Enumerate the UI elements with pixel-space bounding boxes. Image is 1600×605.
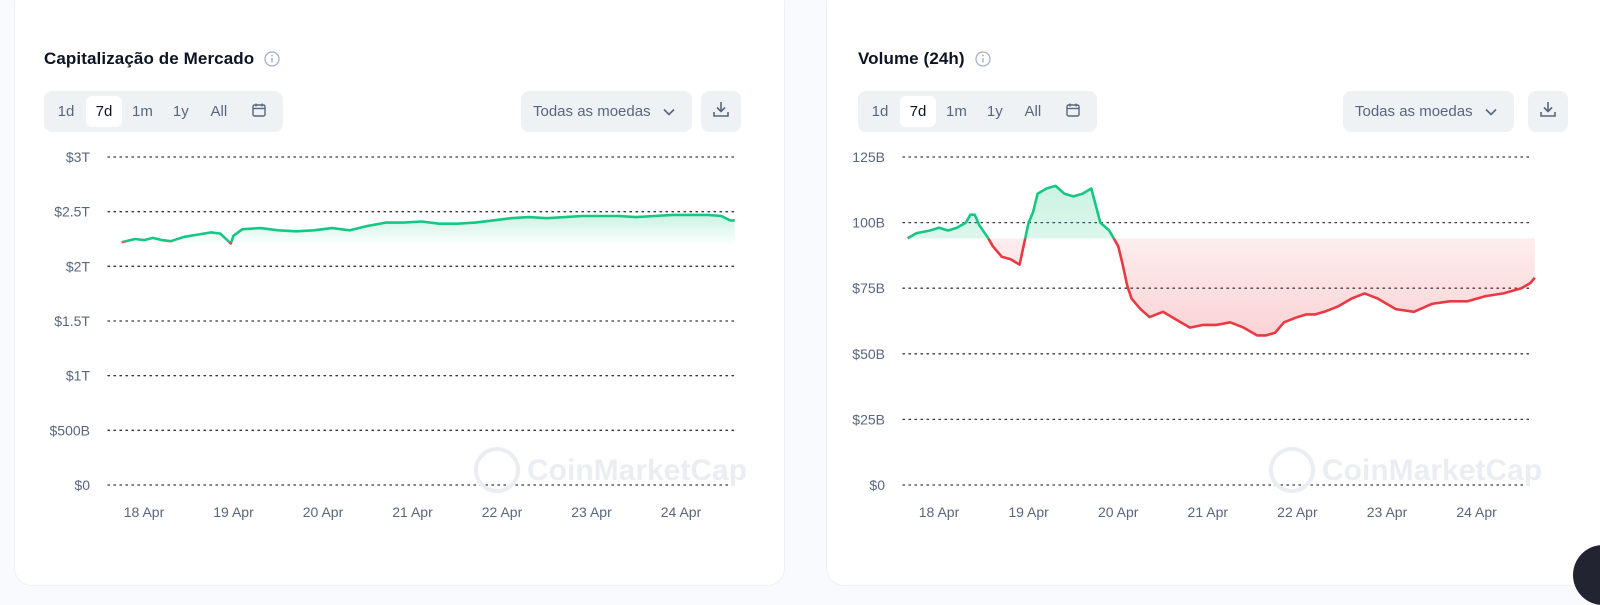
download-button[interactable]: [1528, 91, 1568, 132]
range-1m-button[interactable]: 1m: [132, 103, 153, 120]
svg-text:CoinMarketCap: CoinMarketCap: [1322, 454, 1542, 487]
y-tick-label: $1.5T: [54, 313, 90, 329]
info-icon[interactable]: [264, 51, 280, 67]
range-1d-button[interactable]: 1d: [57, 103, 75, 120]
currency-select[interactable]: Todas as moedas: [521, 91, 692, 132]
market-cap-toolbar: 1d 7d 1m 1y All Todas as moedas: [44, 91, 741, 132]
y-tick-label: $0: [869, 477, 885, 493]
coinmarketcap-watermark: CoinMarketCap: [1269, 447, 1542, 493]
x-tick-label: 23 Apr: [571, 504, 612, 520]
market-cap-title-row: Capitalização de Mercado: [44, 49, 280, 69]
y-tick-label: $2T: [66, 258, 91, 274]
chevron-down-icon: [663, 103, 675, 120]
y-tick-label: $75B: [852, 280, 885, 296]
volume-title: Volume (24h): [858, 49, 965, 68]
y-tick-label: $2.5T: [54, 204, 90, 220]
range-1y-button[interactable]: 1y: [986, 103, 1003, 120]
series-area-up: [907, 185, 1535, 239]
x-tick-label: 20 Apr: [1098, 504, 1139, 520]
x-tick-label: 22 Apr: [1277, 504, 1318, 520]
series-line-down: [907, 238, 1536, 337]
market-cap-title: Capitalização de Mercado: [44, 49, 255, 68]
x-tick-label: 21 Apr: [1188, 504, 1229, 520]
x-tick-label: 18 Apr: [919, 504, 960, 520]
y-tick-label: $125B: [852, 149, 885, 165]
range-7d-button[interactable]: 7d: [900, 96, 936, 127]
series-line-up: [121, 213, 735, 243]
info-icon[interactable]: [975, 51, 991, 67]
x-tick-label: 19 Apr: [213, 504, 254, 520]
x-tick-label: 23 Apr: [1367, 504, 1408, 520]
range-7d-button[interactable]: 7d: [86, 96, 122, 127]
x-tick-label: 20 Apr: [303, 504, 344, 520]
volume-toolbar: 1d 7d 1m 1y All Todas as moedas: [858, 91, 1568, 132]
y-tick-label: $500B: [50, 422, 90, 438]
calendar-button[interactable]: [239, 96, 279, 127]
coinmarketcap-watermark: CoinMarketCap: [474, 447, 747, 493]
currency-select[interactable]: Todas as moedas: [1343, 91, 1514, 132]
range-1y-button[interactable]: 1y: [172, 103, 189, 120]
x-tick-label: 24 Apr: [661, 504, 702, 520]
chevron-down-icon: [1485, 103, 1497, 120]
range-selector: 1d 7d 1m 1y All: [858, 91, 1097, 132]
range-all-button[interactable]: All: [1024, 103, 1042, 120]
calendar-icon: [251, 102, 267, 122]
y-tick-label: $0: [74, 477, 90, 493]
x-tick-label: 24 Apr: [1456, 504, 1497, 520]
currency-select-label: Todas as moedas: [1355, 103, 1473, 120]
volume-title-row: Volume (24h): [858, 49, 991, 69]
currency-select-label: Todas as moedas: [533, 103, 651, 120]
x-tick-label: 19 Apr: [1008, 504, 1049, 520]
range-1d-button[interactable]: 1d: [871, 103, 889, 120]
calendar-icon: [1065, 102, 1081, 122]
calendar-button[interactable]: [1053, 96, 1093, 127]
y-tick-label: $100B: [852, 215, 885, 231]
download-icon: [1539, 100, 1557, 123]
x-tick-label: 21 Apr: [392, 504, 433, 520]
x-tick-label: 22 Apr: [482, 504, 523, 520]
volume-chart: $0 $25B $50B $75B $100B $125B 18 Apr 19 Apr 20 A…: [852, 149, 1542, 520]
svg-text:CoinMarketCap: CoinMarketCap: [527, 454, 747, 487]
range-selector: 1d 7d 1m 1y All: [44, 91, 283, 132]
y-tick-label: $25B: [852, 411, 885, 427]
y-tick-label: $3T: [66, 149, 91, 165]
range-1m-button[interactable]: 1m: [946, 103, 967, 120]
download-icon: [712, 100, 730, 123]
y-tick-label: $1T: [66, 368, 91, 384]
download-button[interactable]: [701, 91, 741, 132]
range-all-button[interactable]: All: [210, 103, 228, 120]
x-tick-label: 18 Apr: [124, 504, 165, 520]
market-cap-chart: $0 $500B $1T $1.5T $2T $2.5T $3T 18 Apr 19 Apr 20…: [50, 149, 748, 520]
series-area-up: [121, 214, 735, 243]
y-tick-label: $50B: [852, 346, 885, 362]
series-area-down: [988, 238, 1535, 336]
